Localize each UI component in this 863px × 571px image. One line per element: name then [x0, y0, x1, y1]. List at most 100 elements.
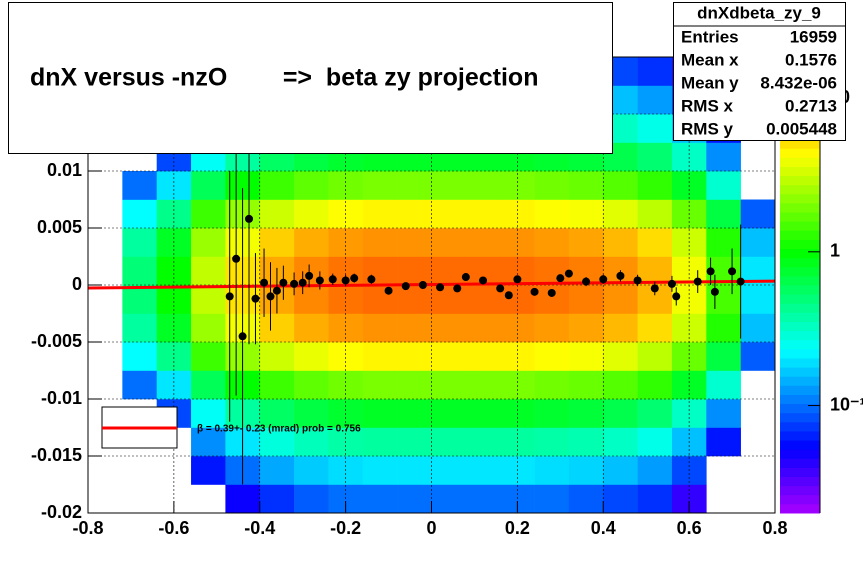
- profile-point: [305, 271, 314, 280]
- profile-point: [290, 279, 299, 288]
- cell: [431, 342, 467, 371]
- cell: [637, 256, 673, 286]
- stats-value: 0.2713: [785, 96, 837, 115]
- cell: [534, 484, 570, 514]
- stats-label: RMS x: [681, 96, 734, 115]
- cell: [534, 228, 570, 257]
- y-tick-label: -0.02: [41, 502, 82, 522]
- profile-point: [272, 286, 281, 295]
- palette-band: [780, 412, 820, 423]
- cell: [637, 199, 673, 229]
- cell: [397, 370, 432, 400]
- palette-band: [780, 139, 820, 149]
- profile-point: [367, 275, 376, 284]
- palette-band: [780, 385, 820, 395]
- profile-point: [232, 254, 241, 263]
- cell: [534, 256, 570, 286]
- cell: [362, 399, 398, 428]
- cell: [259, 370, 295, 400]
- cell: [568, 171, 604, 200]
- cell: [568, 313, 604, 343]
- palette-band: [780, 275, 820, 286]
- cell: [706, 285, 741, 314]
- cell: [534, 370, 570, 400]
- cell: [294, 399, 329, 428]
- cell: [603, 228, 638, 257]
- profile-point: [260, 278, 269, 287]
- cell: [362, 427, 398, 457]
- cell: [294, 171, 329, 200]
- cell: [465, 399, 501, 428]
- cell: [465, 171, 501, 200]
- palette-band: [780, 166, 820, 177]
- cell: [465, 456, 501, 485]
- cell: [603, 456, 638, 485]
- profile-point: [667, 279, 676, 288]
- cell: [534, 199, 570, 229]
- cell: [740, 313, 776, 343]
- cell: [603, 484, 638, 514]
- cell: [294, 370, 329, 400]
- cell: [568, 199, 604, 229]
- palette-band: [780, 430, 820, 441]
- cell: [397, 484, 432, 514]
- cell: [637, 57, 673, 86]
- cell: [534, 171, 570, 200]
- cell: [397, 171, 432, 200]
- cell: [294, 342, 329, 371]
- profile-point: [384, 286, 393, 295]
- cell: [397, 313, 432, 343]
- cell: [294, 313, 329, 343]
- cell: [465, 228, 501, 257]
- cell: [637, 427, 673, 457]
- title-box: [8, 2, 613, 154]
- profile-point: [650, 284, 659, 293]
- palette-band: [780, 330, 820, 341]
- cell: [294, 285, 329, 314]
- cell: [259, 342, 295, 371]
- legend-text: β = 0.39+- 0.23 (mrad) prob = 0.756: [197, 424, 361, 435]
- cell: [706, 142, 741, 172]
- fit-line: [87, 279, 776, 290]
- cell: [397, 285, 432, 314]
- cell: [603, 285, 638, 314]
- cell: [259, 399, 295, 428]
- palette-band: [780, 458, 820, 468]
- cell: [122, 370, 157, 400]
- profile-point: [710, 287, 719, 296]
- cell: [568, 370, 604, 400]
- cell: [122, 285, 157, 314]
- cell: [706, 427, 741, 457]
- profile-point: [547, 288, 556, 297]
- cell: [740, 342, 776, 371]
- cell: [465, 313, 501, 343]
- profile-point: [633, 276, 642, 285]
- palette-band: [780, 394, 820, 405]
- cell: [191, 285, 226, 314]
- cell: [122, 313, 157, 343]
- profile-point: [453, 284, 462, 293]
- profile-point: [315, 276, 324, 285]
- cell: [362, 313, 398, 343]
- cell: [568, 427, 604, 457]
- palette-band: [780, 348, 820, 359]
- palette-band: [780, 266, 820, 277]
- palette-band: [780, 303, 820, 313]
- x-tick-label: -0.2: [330, 518, 361, 538]
- cell: [637, 142, 673, 172]
- cell: [637, 313, 673, 343]
- cell: [397, 342, 432, 371]
- palette-band: [780, 202, 820, 213]
- profile-point: [350, 274, 359, 283]
- cell: [397, 228, 432, 257]
- cell: [259, 199, 295, 229]
- cell: [122, 342, 157, 371]
- palette-band: [780, 294, 820, 304]
- profile-point: [436, 283, 445, 292]
- palette-band: [780, 357, 820, 368]
- cell: [259, 484, 295, 514]
- y-tick-label: -0.015: [31, 445, 82, 465]
- stats-value: 0.1576: [785, 50, 837, 69]
- x-tick-label: 0.8: [762, 518, 787, 538]
